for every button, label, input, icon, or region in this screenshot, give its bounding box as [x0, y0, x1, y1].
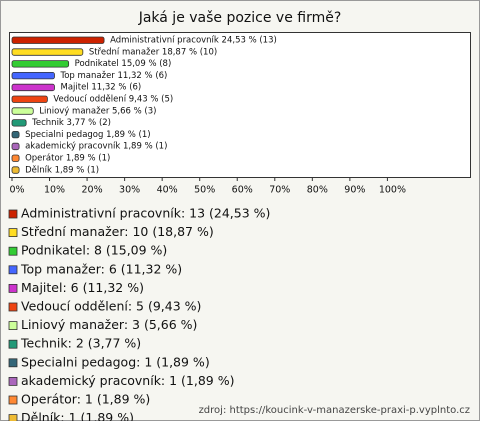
bar — [11, 154, 20, 162]
legend-label: Dělník: 1 (1,89 %) — [21, 410, 134, 421]
legend-swatch — [8, 283, 18, 293]
legend-swatch — [8, 265, 18, 275]
bar — [11, 48, 84, 56]
legend-label: Střední manažer: 10 (18,87 %) — [21, 224, 214, 239]
chart-title: Jaká je vaše pozice ve firmě? — [138, 10, 342, 26]
bar-label: akademický pracovník 1,89 % (1) — [25, 142, 167, 152]
x-tick-label: 20% — [82, 185, 103, 196]
legend-swatch — [8, 395, 18, 405]
legend-label: Liniový manažer: 3 (5,66 %) — [21, 317, 197, 332]
bar — [11, 72, 55, 80]
legend-label: akademický pracovník: 1 (1,89 %) — [21, 373, 234, 388]
x-tick-label: 60% — [232, 185, 253, 196]
bar-label: Vedoucí oddělení 9,43 % (5) — [53, 95, 173, 105]
bar — [11, 166, 20, 174]
x-tick-label: 40% — [157, 185, 178, 196]
x-tick-label: 10% — [44, 185, 65, 196]
bar-label: Operátor 1,89 % (1) — [25, 154, 110, 164]
legend-swatch — [8, 246, 18, 256]
legend-swatch — [8, 228, 18, 238]
legend-label: Majitel: 6 (11,32 %) — [21, 280, 144, 295]
x-tick-label: 0% — [9, 185, 24, 196]
bar — [11, 60, 70, 68]
plot-frame — [9, 32, 471, 178]
legend-swatch — [8, 321, 18, 331]
bar — [11, 83, 55, 92]
bar-label: Střední manažer 18,87 % (10) — [89, 47, 217, 57]
x-tick-label: 70% — [269, 185, 290, 196]
bar — [11, 36, 105, 44]
bar-label: Majitel 11,32 % (6) — [60, 83, 141, 93]
legend-label: Top manažer: 6 (11,32 %) — [20, 261, 182, 276]
bar-label: Dělník 1,89 % (1) — [25, 165, 99, 175]
bar — [11, 95, 48, 103]
legend-label: Administrativní pracovník: 13 (24,53 %) — [21, 206, 270, 221]
bar — [11, 142, 20, 151]
x-tick-label: 90% — [344, 185, 365, 196]
legend-label: Vedoucí oddělení: 5 (9,43 %) — [21, 299, 201, 314]
legend-swatch — [8, 302, 18, 312]
legend-swatch — [8, 414, 18, 421]
legend-swatch — [8, 209, 18, 219]
x-tick-label: 30% — [119, 185, 140, 196]
bar — [11, 107, 34, 115]
bar — [11, 130, 20, 139]
legend-label: Specialni pedagog: 1 (1,89 %) — [21, 354, 210, 369]
bar — [11, 119, 27, 127]
x-tick-label: 50% — [194, 185, 215, 196]
legend-swatch — [8, 358, 18, 368]
bar-label: Specialni pedagog 1,89 % (1) — [25, 130, 150, 140]
x-tick-label: 80% — [307, 185, 328, 196]
legend-label: Podnikatel: 8 (15,09 %) — [21, 243, 167, 258]
bar-label: Top manažer 11,32 % (6) — [59, 71, 167, 81]
legend-label: Technik: 2 (3,77 %) — [20, 336, 141, 351]
bar-label: Liniový manažer 5,66 % (3) — [39, 106, 156, 116]
bar-label: Technik 3,77 % (2) — [31, 118, 111, 128]
legend-label: Operátor: 1 (1,89 %) — [21, 392, 150, 407]
legend-swatch — [8, 339, 18, 349]
legend-swatch — [8, 376, 18, 386]
x-tick-label: 100% — [379, 185, 406, 196]
source: zdroj: https://koucink-v-manazerske-prax… — [199, 405, 470, 416]
bar-label: Podnikatel 15,09 % (8) — [75, 59, 172, 69]
bar-label: Administrativní pracovník 24,53 % (13) — [110, 36, 277, 46]
